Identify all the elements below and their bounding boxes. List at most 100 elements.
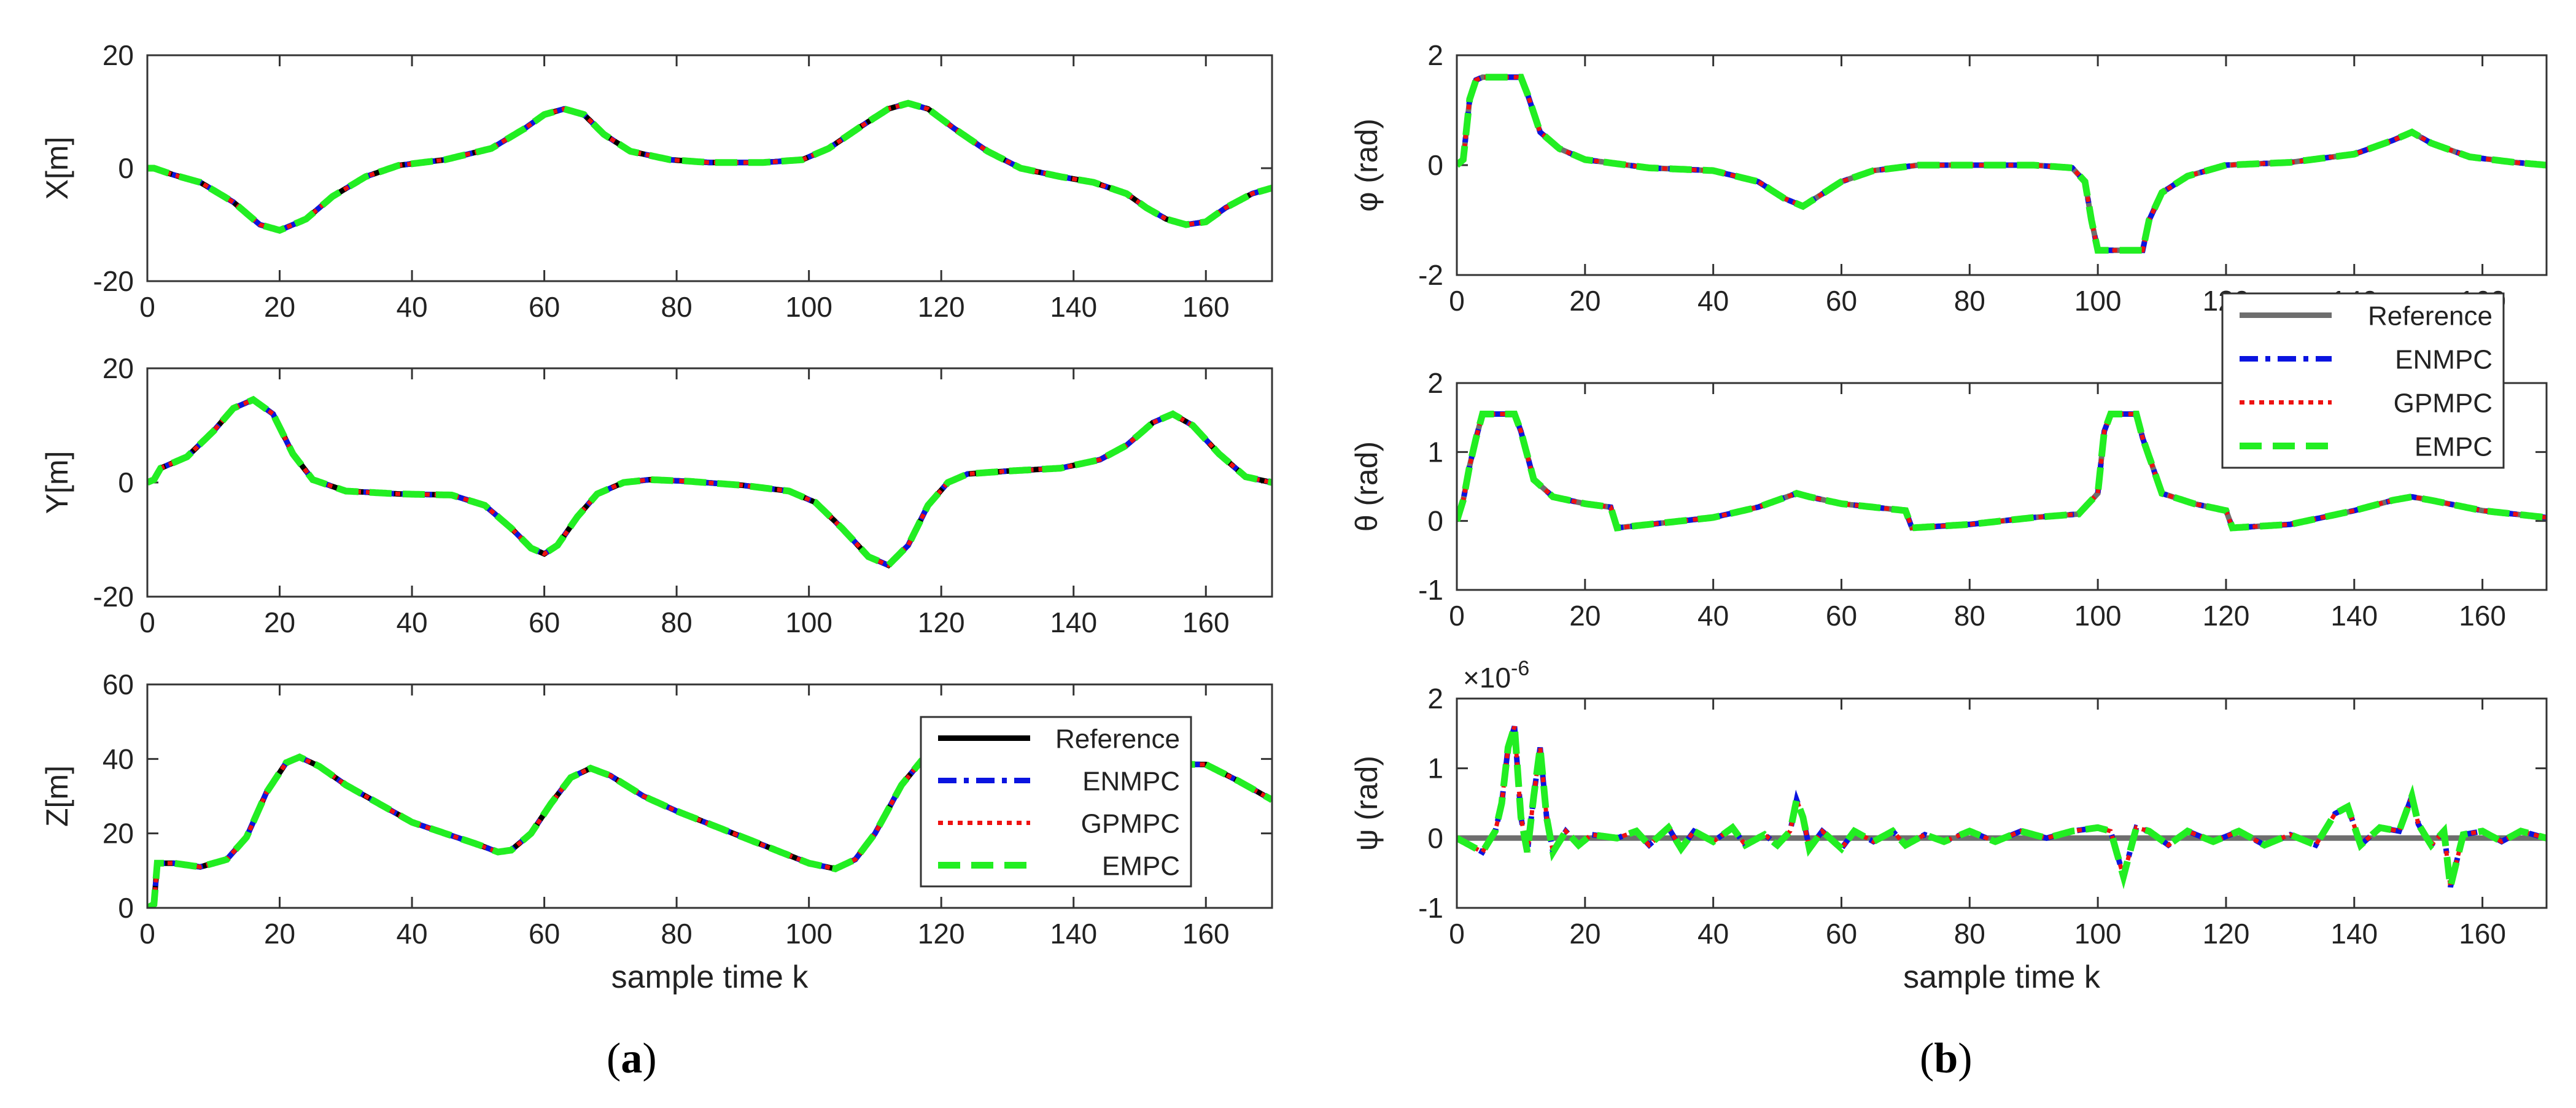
- x-tick-label-X-40: 40: [396, 291, 427, 323]
- x-tick-label-Y-60: 60: [529, 606, 560, 638]
- x-tick-label-Y-20: 20: [264, 606, 295, 638]
- x-tick-label-psi-100: 100: [2074, 918, 2122, 950]
- y-tick-label-phi-2: 2: [1427, 39, 1443, 71]
- line-gpmpc-Y: [147, 397, 1272, 568]
- line-gpmpc-psi: [1457, 726, 2547, 888]
- legend-label-b-reference: Reference: [2368, 301, 2493, 331]
- x-tick-label-phi-20: 20: [1569, 285, 1600, 317]
- x-tick-label-theta-140: 140: [2330, 600, 2378, 632]
- panel-a-letter: a: [621, 1035, 643, 1082]
- x-tick-label-X-20: 20: [264, 291, 295, 323]
- x-axis-label-Z: sample time k: [611, 959, 809, 995]
- series-group-X: [147, 99, 1272, 234]
- axes-box-X: [146, 54, 1273, 282]
- axes-box-psi: [1456, 697, 2548, 909]
- y-tick-label-Z-0: 0: [118, 892, 134, 924]
- series-group-theta: [1457, 411, 2547, 532]
- x-tick-label-X-100: 100: [785, 291, 832, 323]
- axes-box-Z: [146, 683, 1273, 909]
- y-tick-label-X--20: -20: [93, 265, 134, 297]
- y-tick-label-phi--2: -2: [1418, 259, 1443, 291]
- x-tick-label-phi-80: 80: [1954, 285, 1985, 317]
- x-tick-label-Z-40: 40: [396, 918, 427, 950]
- legend-label-a-reference: Reference: [1055, 724, 1180, 754]
- x-tick-label-phi-60: 60: [1826, 285, 1857, 317]
- y-tick-label-Z-20: 20: [103, 818, 134, 850]
- panel-b-letter: b: [1934, 1035, 1958, 1082]
- y-tick-label-X-20: 20: [103, 39, 134, 71]
- line-empc-psi: [1457, 725, 2547, 889]
- y-tick-label-theta-0: 0: [1427, 505, 1443, 537]
- legend-label-b-empc: EMPC: [2415, 432, 2493, 462]
- y-tick-label-Y-0: 0: [118, 467, 134, 498]
- y-tick-label-theta--1: -1: [1418, 574, 1443, 606]
- line-empc-Y: [147, 395, 1272, 570]
- x-tick-label-theta-120: 120: [2203, 600, 2250, 632]
- y-axis-label-Z: Z[m]: [40, 765, 74, 827]
- y-axis-label-theta: θ (rad): [1349, 441, 1384, 532]
- x-tick-label-theta-60: 60: [1826, 600, 1857, 632]
- x-tick-label-Z-80: 80: [661, 918, 692, 950]
- x-tick-label-Y-80: 80: [661, 606, 692, 638]
- y-tick-label-psi-1: 1: [1427, 753, 1443, 785]
- x-tick-label-X-120: 120: [918, 291, 965, 323]
- line-gpmpc-X: [147, 101, 1272, 233]
- y-tick-label-psi-0: 0: [1427, 822, 1443, 854]
- line-empc-phi: [1457, 74, 2547, 254]
- y-tick-label-Y--20: -20: [93, 581, 134, 613]
- x-tick-label-X-160: 160: [1182, 291, 1230, 323]
- x-tick-label-phi-0: 0: [1449, 285, 1465, 317]
- series-group-psi: [1457, 725, 2547, 889]
- x-tick-label-theta-20: 20: [1569, 600, 1600, 632]
- x-tick-label-theta-80: 80: [1954, 600, 1985, 632]
- legend-label-a-enmpc: ENMPC: [1082, 767, 1180, 797]
- x-tick-label-Y-100: 100: [785, 606, 832, 638]
- x-tick-label-psi-160: 160: [2459, 918, 2506, 950]
- legend-box-b: [2221, 292, 2505, 469]
- y-axis-label-Y: Y[m]: [40, 451, 74, 514]
- axes-box-phi: [1456, 54, 2548, 276]
- x-tick-label-X-60: 60: [529, 291, 560, 323]
- x-tick-label-Y-0: 0: [139, 606, 155, 638]
- x-tick-label-Z-0: 0: [139, 918, 155, 950]
- x-tick-label-theta-40: 40: [1697, 600, 1729, 632]
- y-tick-label-psi--1: -1: [1418, 892, 1443, 924]
- y-axis-label-psi: ψ (rad): [1349, 756, 1384, 851]
- x-tick-label-Z-100: 100: [785, 918, 832, 950]
- line-empc-X: [147, 99, 1272, 234]
- axes-box-Y: [146, 367, 1273, 598]
- y-tick-label-Y-20: 20: [103, 352, 134, 384]
- x-tick-label-phi-40: 40: [1697, 285, 1729, 317]
- x-tick-label-Y-120: 120: [918, 606, 965, 638]
- legend-b: Reference ENMPC GPMPC EMPC: [2221, 292, 2505, 469]
- x-tick-label-psi-0: 0: [1449, 918, 1465, 950]
- legend-a: Reference ENMPC GPMPC EMPC: [920, 716, 1192, 888]
- axes-box-theta: [1456, 382, 2548, 591]
- y-tick-label-theta-2: 2: [1427, 367, 1443, 399]
- x-tick-label-X-80: 80: [661, 291, 692, 323]
- y-tick-label-phi-0: 0: [1427, 149, 1443, 181]
- x-tick-label-theta-0: 0: [1449, 600, 1465, 632]
- legend-label-b-gpmpc: GPMPC: [2394, 389, 2493, 419]
- x-tick-label-Z-160: 160: [1182, 918, 1230, 950]
- axes-Z: 0 20 40 60 80 100 120 140 160 0 20 40 60 Z[m] sample t…: [40, 668, 1273, 995]
- x-tick-label-theta-160: 160: [2459, 600, 2506, 632]
- y-tick-label-Z-40: 40: [103, 743, 134, 775]
- line-enmpc-phi: [1457, 74, 2547, 254]
- x-tick-label-Z-20: 20: [264, 918, 295, 950]
- line-empc-theta: [1457, 411, 2547, 532]
- x-tick-label-theta-100: 100: [2074, 600, 2122, 632]
- x-tick-label-psi-120: 120: [2203, 918, 2250, 950]
- legend-label-b-enmpc: ENMPC: [2395, 345, 2493, 375]
- y-tick-label-X-0: 0: [118, 152, 134, 184]
- y-tick-label-psi-2: 2: [1427, 683, 1443, 715]
- y-tick-label-theta-1: 1: [1427, 436, 1443, 468]
- x-tick-label-psi-60: 60: [1826, 918, 1857, 950]
- x-tick-label-Z-120: 120: [918, 918, 965, 950]
- x-tick-label-X-140: 140: [1050, 291, 1097, 323]
